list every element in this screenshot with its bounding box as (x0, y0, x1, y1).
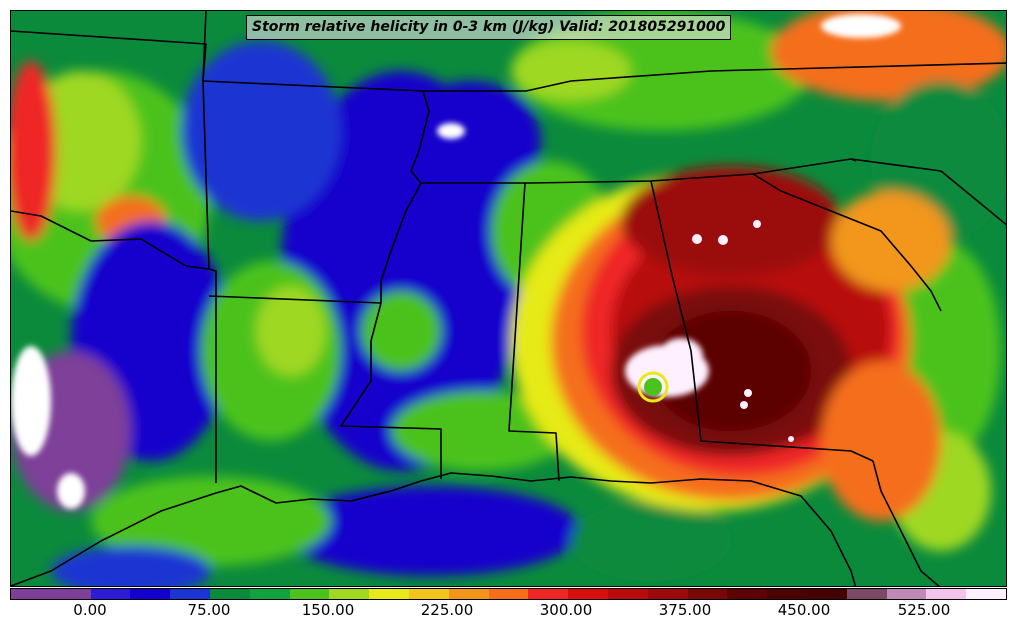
colorbar-segment (209, 589, 250, 599)
colorbar (10, 588, 1007, 600)
helicity-field (11, 11, 1006, 586)
colorbar-segment (408, 589, 449, 599)
colorbar-tick-label: 375.00 (658, 601, 712, 619)
colorbar-segment (846, 589, 887, 599)
colorbar-segment (528, 589, 569, 599)
colorbar-tick-label: 525.00 (897, 601, 951, 619)
colorbar-segment (687, 589, 728, 599)
colorbar-tick-label: 150.00 (301, 601, 355, 619)
colorbar-segment (647, 589, 688, 599)
colorbar-segment (90, 589, 131, 599)
colorbar-segment (488, 589, 529, 599)
colorbar-segment (607, 589, 648, 599)
colorbar-segment (170, 589, 210, 599)
colorbar-segment (886, 589, 927, 599)
colorbar-segment (249, 589, 290, 599)
colorbar-tick-label: 300.00 (539, 601, 593, 619)
map-canvas (11, 11, 1006, 586)
colorbar-segment (806, 589, 847, 599)
helicity-map (10, 10, 1007, 587)
colorbar-segment (727, 589, 768, 599)
colorbar-tick-label: 450.00 (777, 601, 831, 619)
colorbar-segment (329, 589, 370, 599)
colorbar-segment (369, 589, 409, 599)
map-title: Storm relative helicity in 0-3 km (J/kg)… (246, 15, 732, 40)
colorbar-tick-label: 0.00 (73, 601, 107, 619)
colorbar-tick-labels: 0.00 75.00 150.00 225.00 300.00 375.00 450.00 5… (10, 601, 1007, 627)
colorbar-segment (50, 589, 91, 599)
colorbar-tick-label: 225.00 (420, 601, 474, 619)
colorbar-segment (11, 589, 51, 599)
political-boundaries (11, 11, 1006, 586)
colorbar-segment (289, 589, 330, 599)
colorbar-segment (926, 589, 967, 599)
colorbar-segment (130, 589, 171, 599)
colorbar-segment (767, 589, 807, 599)
colorbar-segment (966, 589, 1006, 599)
colorbar-segment (568, 589, 608, 599)
colorbar-segment (448, 589, 489, 599)
colorbar-tick-label: 75.00 (187, 601, 231, 619)
